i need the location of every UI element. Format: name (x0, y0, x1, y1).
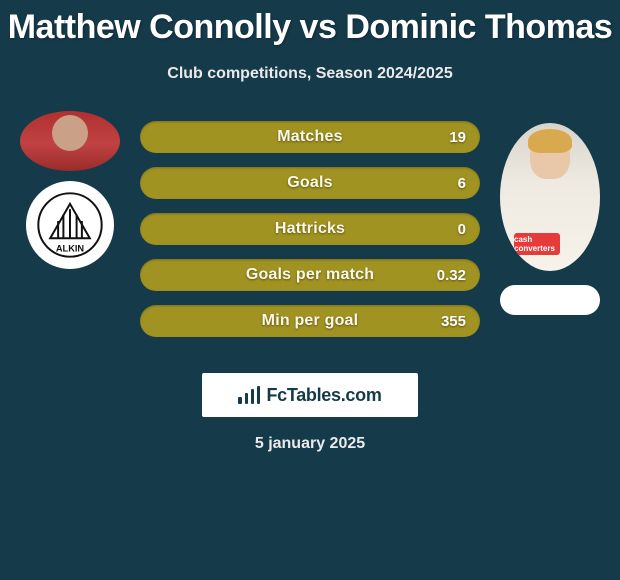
stat-value-right: 0.32 (437, 267, 466, 284)
stat-value-right: 19 (449, 129, 466, 146)
jersey-sponsor: cash converters (514, 233, 560, 255)
comparison-panel: ALKIN Matches 19 Goals 6 Hattricks 0 Goa… (0, 111, 620, 351)
stat-label: Min per goal (262, 312, 359, 330)
left-player-photo (20, 111, 120, 171)
brand-post: Tables.com (287, 385, 382, 405)
date-text: 5 january 2025 (0, 435, 620, 453)
stat-value-right: 6 (458, 175, 466, 192)
left-player-column: ALKIN (10, 111, 130, 269)
right-player-photo: cash converters (500, 123, 600, 271)
bar-chart-icon (238, 386, 260, 404)
brand-pre: Fc (266, 385, 286, 405)
stat-label: Goals per match (246, 266, 374, 284)
brand-box: FcTables.com (202, 373, 418, 417)
left-club-badge: ALKIN (26, 181, 114, 269)
stat-bar-matches: Matches 19 (140, 121, 480, 153)
page-title: Matthew Connolly vs Dominic Thomas (0, 0, 620, 47)
stat-value-right: 0 (458, 221, 466, 238)
stat-label: Hattricks (275, 220, 345, 238)
stat-label: Goals (287, 174, 332, 192)
right-player-column: cash converters (490, 123, 610, 315)
stat-label: Matches (277, 128, 342, 146)
brand-text: FcTables.com (266, 385, 381, 406)
stat-bar-gpm: Goals per match 0.32 (140, 259, 480, 291)
club-crest-icon: ALKIN (37, 192, 103, 258)
subtitle: Club competitions, Season 2024/2025 (0, 65, 620, 83)
stat-bar-hattricks: Hattricks 0 (140, 213, 480, 245)
stat-bar-goals: Goals 6 (140, 167, 480, 199)
right-club-badge (500, 285, 600, 315)
stat-bar-mpg: Min per goal 355 (140, 305, 480, 337)
stat-bars: Matches 19 Goals 6 Hattricks 0 Goals per… (140, 121, 480, 337)
stat-value-right: 355 (441, 313, 466, 330)
club-label: ALKIN (56, 243, 85, 253)
